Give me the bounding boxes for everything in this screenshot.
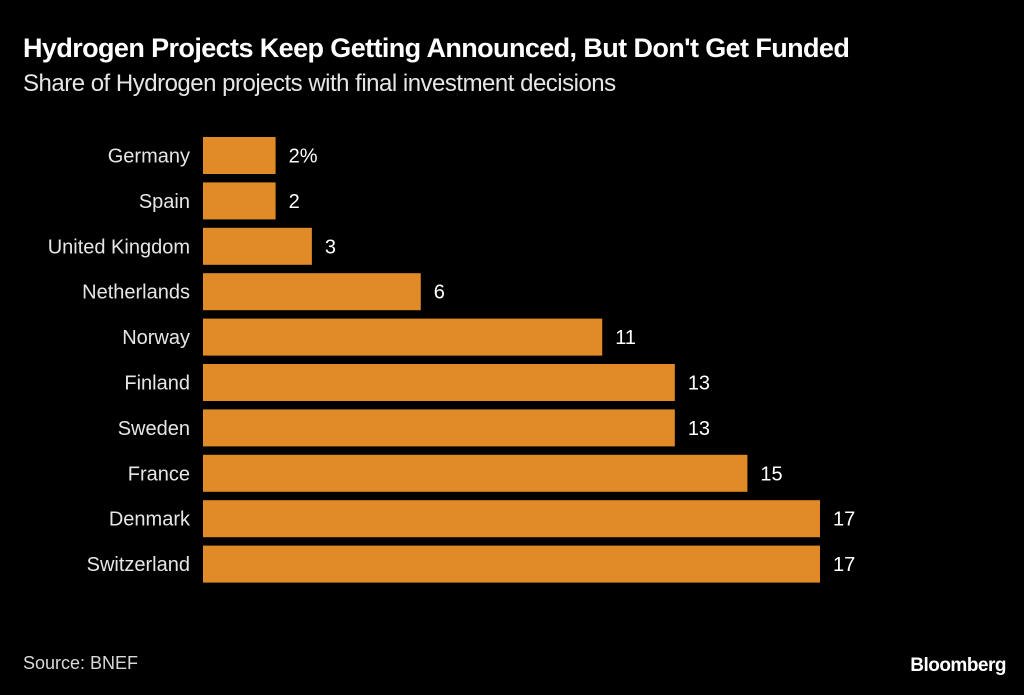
value-label: 2 [289,191,300,213]
value-label: 17 [833,554,855,576]
bar [203,409,675,447]
bar [203,454,748,492]
value-label: 15 [760,463,782,485]
category-label: Sweden [118,418,190,440]
bar [203,182,276,220]
source-note: Source: BNEF [23,653,139,673]
value-label: 13 [688,418,710,440]
chart-subtitle: Share of Hydrogen projects with final in… [23,70,616,97]
category-label: Switzerland [87,554,190,576]
value-label: 11 [615,327,636,349]
value-label: 2% [289,146,318,168]
category-label: Denmark [109,509,191,531]
bar [203,500,820,538]
category-label: France [128,463,190,485]
value-label: 13 [688,373,710,395]
bloomberg-logo: Bloomberg [910,655,1006,676]
bar [203,545,820,583]
category-label: Norway [122,327,190,349]
category-label: Finland [124,373,190,395]
value-label: 3 [325,236,336,258]
bar [203,318,603,356]
bar [203,137,276,174]
category-label: Spain [139,191,190,213]
bar [203,227,312,265]
bar [203,273,421,311]
value-label: 6 [434,282,445,304]
category-label: Germany [108,146,190,168]
value-label: 17 [833,509,855,531]
category-label: Netherlands [82,282,190,304]
bar [203,364,675,401]
category-label: United Kingdom [48,236,190,258]
chart-title: Hydrogen Projects Keep Getting Announced… [23,33,850,63]
